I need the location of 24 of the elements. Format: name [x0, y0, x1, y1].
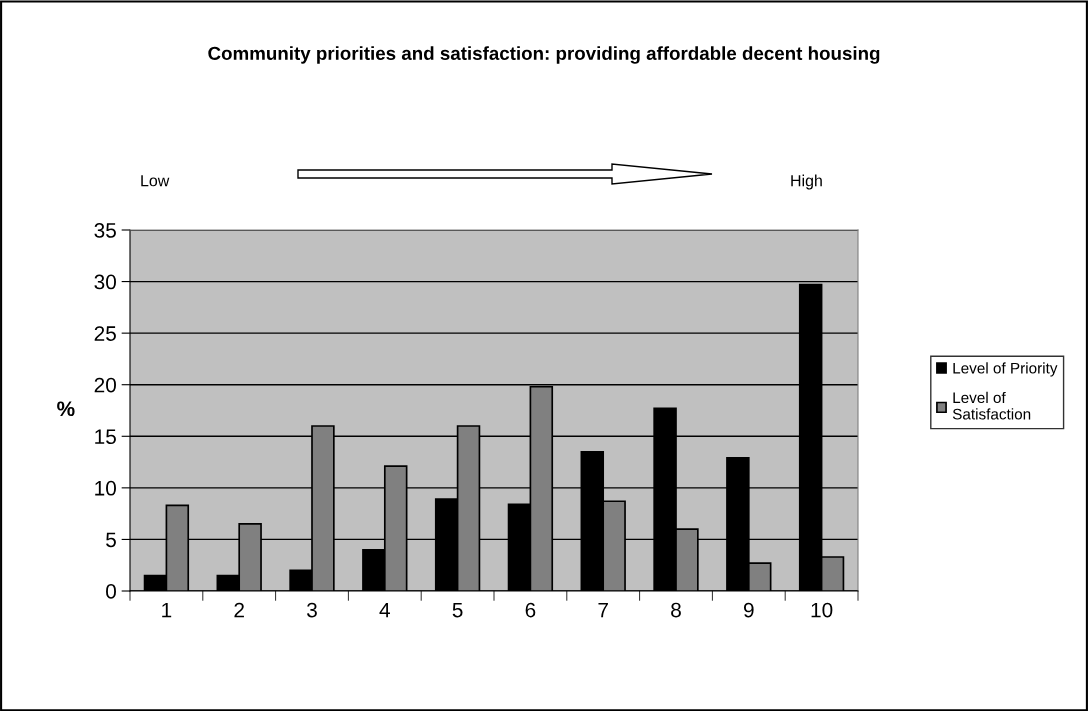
x-tick-label: 8 [671, 602, 681, 618]
x-tick-label: 1 [162, 602, 172, 618]
y-tick-label: 5 [106, 532, 116, 548]
chart-title: Community priorities and satisfaction: providing affordable decent housing [208, 46, 880, 64]
x-tick-label: 7 [598, 602, 608, 618]
y-tick-label: 0 [106, 584, 116, 599]
x-tick-label: 2 [234, 602, 244, 618]
legend-label: Level of Satisfaction [952, 391, 1031, 420]
text: Low [141, 175, 170, 187]
x-tick-label: 9 [743, 602, 754, 618]
y-axis-title: % [57, 401, 75, 417]
legend-label: Level of Priority [953, 362, 1058, 377]
y-tick-label: 30 [94, 274, 116, 290]
y-tick-label: 25 [94, 326, 116, 341]
x-tick-label: 6 [525, 602, 536, 618]
y-tick-label: 15 [95, 429, 116, 445]
x-tick-label: 5 [452, 602, 463, 618]
y-tick-label: 20 [94, 377, 116, 393]
y-tick-label: 10 [95, 480, 116, 496]
x-tick-label: 3 [307, 602, 317, 618]
x-tick-label: 10 [811, 602, 833, 618]
text: High [791, 174, 822, 190]
y-tick-label: 35 [94, 223, 116, 238]
x-tick-label: 4 [379, 602, 390, 618]
